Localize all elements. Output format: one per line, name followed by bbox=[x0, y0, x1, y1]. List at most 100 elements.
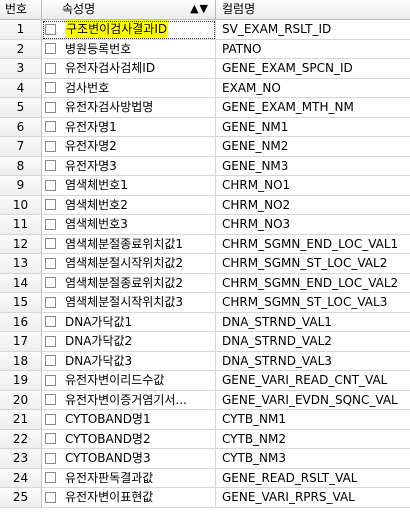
header-number[interactable]: 번호 bbox=[0, 0, 42, 20]
table-row[interactable]: 7 유전자명2 GENE_NM2 bbox=[0, 137, 410, 157]
row-checkbox[interactable] bbox=[45, 413, 56, 425]
row-checkbox[interactable] bbox=[45, 433, 56, 445]
column-name[interactable]: EXAM_NO bbox=[216, 79, 410, 98]
attribute-cell[interactable]: 병원등록번호 bbox=[42, 39, 216, 59]
attribute-cell[interactable]: 유전자명1 bbox=[42, 117, 216, 137]
column-name[interactable]: GENE_EXAM_SPCN_ID bbox=[216, 59, 410, 79]
row-checkbox[interactable] bbox=[45, 62, 56, 74]
attribute-cell[interactable]: 유전자변이증거염기서... bbox=[42, 390, 216, 410]
row-checkbox[interactable] bbox=[45, 257, 56, 269]
table-row[interactable]: 12 염색체분절종료위치값1 CHRM_SGMN_END_LOC_VAL1 bbox=[0, 234, 410, 254]
table-row[interactable]: 22 CYTOBAND명2 CYTB_NM2 bbox=[0, 429, 410, 449]
column-name[interactable]: CYTB_NM3 bbox=[216, 449, 410, 469]
table-row[interactable]: 25 유전자변이표현값 GENE_VARI_RPRS_VAL bbox=[0, 488, 410, 508]
table-row[interactable]: 10 염색체번호2 CHRM_NO2 bbox=[0, 195, 410, 215]
row-checkbox[interactable] bbox=[45, 238, 56, 250]
column-name[interactable]: PATNO bbox=[216, 40, 410, 59]
table-row[interactable]: 2 병원등록번호 PATNO bbox=[0, 39, 410, 59]
row-checkbox[interactable] bbox=[45, 277, 56, 289]
attribute-cell[interactable]: 유전자변이리드수값 bbox=[42, 371, 216, 391]
table-row[interactable]: 13 염색체분절시작위치값2 CHRM_SGMN_ST_LOC_VAL2 bbox=[0, 254, 410, 274]
column-name[interactable]: CHRM_SGMN_END_LOC_VAL1 bbox=[216, 235, 410, 254]
table-row[interactable]: 20 유전자변이증거염기서... GENE_VARI_EVDN_SQNC_VAL bbox=[0, 390, 410, 410]
sort-arrows-icon[interactable]: ▲▼ bbox=[190, 2, 209, 15]
row-checkbox[interactable] bbox=[45, 394, 56, 406]
column-name[interactable]: GENE_VARI_EVDN_SQNC_VAL bbox=[216, 391, 410, 410]
table-row[interactable]: 5 유전자검사방법명 GENE_EXAM_MTH_NM bbox=[0, 98, 410, 118]
column-name[interactable]: SV_EXAM_RSLT_ID bbox=[216, 20, 410, 40]
attribute-cell[interactable]: CYTOBAND명1 bbox=[42, 410, 216, 430]
column-name[interactable]: CHRM_SGMN_END_LOC_VAL2 bbox=[216, 274, 410, 293]
table-row[interactable]: 4 검사번호 EXAM_NO bbox=[0, 78, 410, 98]
attribute-cell[interactable]: DNA가닥값2 bbox=[42, 332, 216, 352]
column-name[interactable]: DNA_STRND_VAL2 bbox=[216, 332, 410, 352]
row-checkbox[interactable] bbox=[45, 140, 56, 152]
column-name[interactable]: GENE_NM1 bbox=[216, 118, 410, 137]
table-row[interactable]: 24 유전자판독결과값 GENE_READ_RSLT_VAL bbox=[0, 468, 410, 488]
row-checkbox[interactable] bbox=[45, 296, 56, 308]
attribute-cell[interactable]: 염색체분절종료위치값2 bbox=[42, 273, 216, 293]
table-row[interactable]: 21 CYTOBAND명1 CYTB_NM1 bbox=[0, 410, 410, 430]
attribute-cell[interactable]: 유전자검사방법명 bbox=[42, 98, 216, 118]
attribute-cell[interactable]: 염색체번호3 bbox=[42, 215, 216, 235]
attribute-cell[interactable]: 유전자검사검체ID bbox=[42, 59, 216, 79]
row-checkbox[interactable] bbox=[45, 121, 56, 133]
header-column-name[interactable]: 컬럼명 bbox=[216, 0, 410, 20]
attribute-cell[interactable]: DNA가닥값1 bbox=[42, 312, 216, 332]
table-row[interactable]: 14 염색체분절종료위치값2 CHRM_SGMN_END_LOC_VAL2 bbox=[0, 273, 410, 293]
row-checkbox[interactable] bbox=[45, 218, 56, 230]
row-checkbox[interactable] bbox=[45, 101, 56, 113]
table-row[interactable]: 8 유전자명3 GENE_NM3 bbox=[0, 156, 410, 176]
row-checkbox[interactable] bbox=[45, 316, 56, 328]
attribute-cell[interactable]: 염색체번호1 bbox=[42, 176, 216, 196]
row-checkbox[interactable] bbox=[45, 199, 56, 211]
row-checkbox[interactable] bbox=[45, 452, 56, 464]
row-checkbox[interactable] bbox=[45, 82, 56, 94]
row-checkbox[interactable] bbox=[45, 491, 56, 503]
column-name[interactable]: CHRM_SGMN_ST_LOC_VAL3 bbox=[216, 293, 410, 313]
table-row[interactable]: 17 DNA가닥값2 DNA_STRND_VAL2 bbox=[0, 332, 410, 352]
column-name[interactable]: DNA_STRND_VAL1 bbox=[216, 313, 410, 332]
table-row[interactable]: 1 구조변이검사결과ID SV_EXAM_RSLT_ID bbox=[0, 20, 410, 40]
column-name[interactable]: GENE_VARI_READ_CNT_VAL bbox=[216, 371, 410, 391]
table-row[interactable]: 15 염색체분절시작위치값3 CHRM_SGMN_ST_LOC_VAL3 bbox=[0, 293, 410, 313]
column-name[interactable]: CHRM_NO2 bbox=[216, 196, 410, 215]
attribute-cell[interactable]: 염색체분절종료위치값1 bbox=[42, 234, 216, 254]
table-row[interactable]: 11 염색체번호3 CHRM_NO3 bbox=[0, 215, 410, 235]
row-checkbox[interactable] bbox=[45, 472, 56, 484]
column-name[interactable]: GENE_NM2 bbox=[216, 137, 410, 157]
attribute-cell[interactable]: 유전자판독결과값 bbox=[42, 468, 216, 488]
attribute-cell[interactable]: 유전자변이표현값 bbox=[42, 488, 216, 508]
table-row[interactable]: 16 DNA가닥값1 DNA_STRND_VAL1 bbox=[0, 312, 410, 332]
column-name[interactable]: CYTB_NM2 bbox=[216, 430, 410, 449]
column-name[interactable]: GENE_EXAM_MTH_NM bbox=[216, 98, 410, 118]
column-name[interactable]: GENE_VARI_RPRS_VAL bbox=[216, 488, 410, 508]
table-row[interactable]: 19 유전자변이리드수값 GENE_VARI_READ_CNT_VAL bbox=[0, 371, 410, 391]
attribute-cell[interactable]: DNA가닥값3 bbox=[42, 351, 216, 371]
row-checkbox[interactable] bbox=[45, 179, 56, 191]
column-name[interactable]: GENE_NM3 bbox=[216, 157, 410, 176]
attribute-cell[interactable]: 염색체분절시작위치값3 bbox=[42, 293, 216, 313]
row-checkbox[interactable] bbox=[45, 355, 56, 367]
row-checkbox[interactable] bbox=[45, 335, 56, 347]
row-checkbox[interactable] bbox=[45, 374, 56, 386]
attribute-cell[interactable]: 유전자명3 bbox=[42, 156, 216, 176]
attribute-cell[interactable]: 구조변이검사결과ID bbox=[42, 20, 216, 40]
column-name[interactable]: CHRM_SGMN_ST_LOC_VAL2 bbox=[216, 254, 410, 274]
attribute-cell[interactable]: 검사번호 bbox=[42, 78, 216, 98]
row-checkbox[interactable] bbox=[45, 43, 56, 55]
attribute-cell[interactable]: 염색체번호2 bbox=[42, 195, 216, 215]
column-name[interactable]: CHRM_NO1 bbox=[216, 176, 410, 196]
column-name[interactable]: CHRM_NO3 bbox=[216, 215, 410, 235]
table-row[interactable]: 18 DNA가닥값3 DNA_STRND_VAL3 bbox=[0, 351, 410, 371]
header-attribute-name[interactable]: 속성명 ▲▼ bbox=[42, 0, 216, 20]
attribute-cell[interactable]: CYTOBAND명3 bbox=[42, 449, 216, 469]
table-row[interactable]: 23 CYTOBAND명3 CYTB_NM3 bbox=[0, 449, 410, 469]
column-name[interactable]: DNA_STRND_VAL3 bbox=[216, 352, 410, 371]
column-name[interactable]: GENE_READ_RSLT_VAL bbox=[216, 469, 410, 488]
attribute-cell[interactable]: CYTOBAND명2 bbox=[42, 429, 216, 449]
row-checkbox[interactable] bbox=[45, 160, 56, 172]
column-name[interactable]: CYTB_NM1 bbox=[216, 410, 410, 430]
row-checkbox[interactable] bbox=[45, 23, 56, 35]
attribute-cell[interactable]: 염색체분절시작위치값2 bbox=[42, 254, 216, 274]
